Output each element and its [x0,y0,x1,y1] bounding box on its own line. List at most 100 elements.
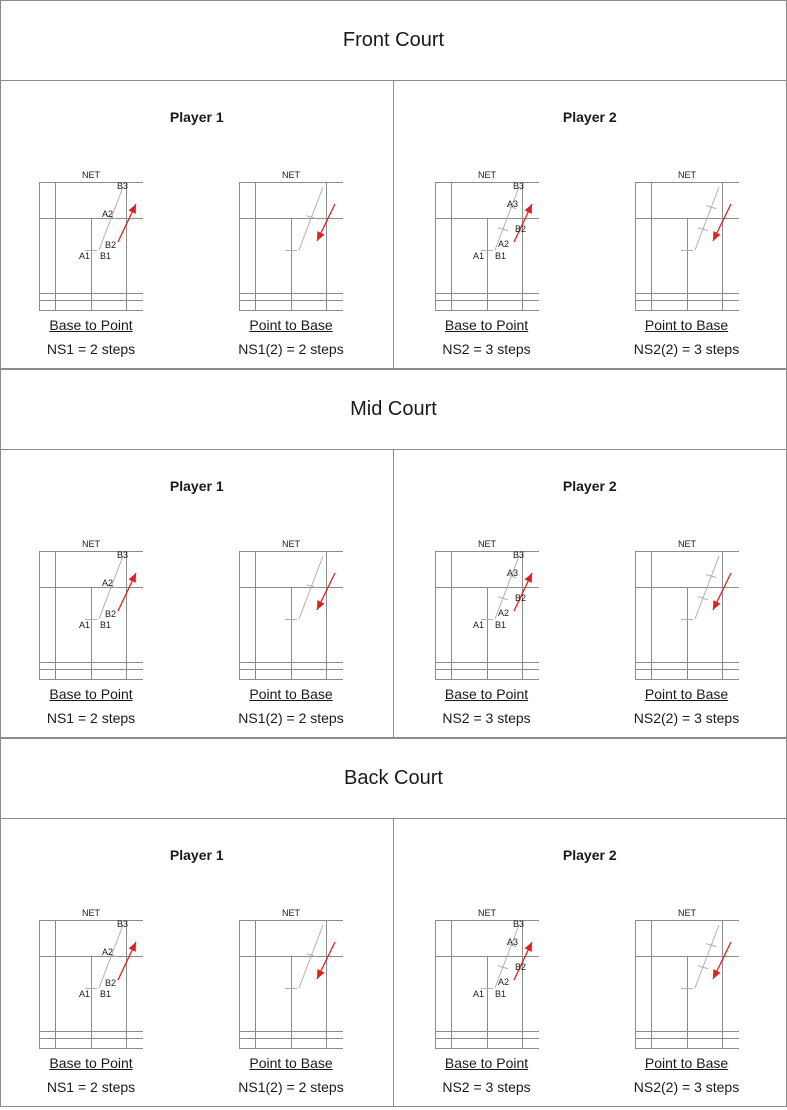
court-diagram: NET B3 A3 B2 A2 A1 B1 [399,167,539,317]
direction-arrow [117,203,137,243]
player-panel: Player 1 NET B3 A2 B2 A1 B1 Base to Point NS1 = … [1,819,394,1106]
step-mark-label: B3 [117,550,128,560]
step-count: NS1(2) = 2 steps [238,1079,344,1095]
diagram-label: Base to Point [444,317,529,333]
direction-arrow [711,203,732,242]
net-label: NET [678,539,697,549]
net-label: NET [282,539,301,549]
step-mark-label: A2 [102,947,113,957]
step-mark-label: B3 [117,919,128,929]
net-label: NET [678,908,697,918]
step-mark-label: A3 [507,199,518,209]
court-outline [434,182,539,311]
player-title: Player 1 [169,847,224,863]
court-diagram: NET B3 A3 B2 A2 A1 B1 [399,536,539,686]
direction-arrow [512,572,533,612]
step-mark-label: A2 [102,578,113,588]
net-label: NET [82,908,101,918]
direction-arrow [316,572,336,611]
player-title: Player 1 [169,109,224,125]
net-label: NET [478,908,497,918]
net-label: NET [478,170,497,180]
step-mark-label: B2 [105,978,116,988]
diagram-label: Point to Base [249,1055,333,1071]
step-mark-label: A2 [498,977,509,987]
step-mark-label: B2 [515,962,526,972]
step-count: NS1 = 2 steps [46,1079,136,1095]
court-outline [239,920,343,1049]
step-mark-label: B2 [105,240,116,250]
court-diagram: NET B3 A2 B2 A1 B1 [3,905,143,1055]
step-mark-label: B1 [495,251,506,261]
net-label: NET [82,539,101,549]
step-mark-label: B2 [105,609,116,619]
diagram-label: Base to Point [444,686,529,702]
court-outline [239,551,343,680]
step-mark-label: A2 [102,209,113,219]
step-mark-label: B2 [515,224,526,234]
player-panel: Player 2 NET B3 A3 B2 A2 A1 B1 Base to Point NS2 … [394,450,787,737]
net-label: NET [282,908,301,918]
court-diagram: NET [599,167,739,317]
movement-path [480,186,519,251]
direction-arrow [316,203,336,242]
movement-path [85,924,124,989]
movement-path [680,924,719,989]
court-diagram: NET [203,536,343,686]
diagram-label: Point to Base [644,317,729,333]
player-panel: Player 1 NET B3 A2 B2 A1 B1 Base to Point NS1 = … [1,450,394,737]
court-diagram: NET [203,167,343,317]
player-title: Player 2 [562,847,617,863]
direction-arrow [117,572,137,612]
movement-path [680,186,719,251]
step-count: NS1 = 2 steps [46,341,136,357]
court-diagram: NET B3 A2 B2 A1 B1 [3,536,143,686]
section-body: Player 1 NET B3 A2 B2 A1 B1 Base to Point NS1 = … [0,818,787,1107]
movement-path [85,186,124,251]
player-title: Player 2 [562,109,617,125]
step-count: NS1 = 2 steps [46,710,136,726]
section-title: Back Court [0,738,787,818]
court-outline [634,920,739,1049]
diagram-label: Base to Point [444,1055,529,1071]
court-outline [634,551,739,680]
step-mark-label: B3 [513,550,524,560]
step-count: NS1(2) = 2 steps [238,710,344,726]
step-mark-label: B1 [495,989,506,999]
court-outline [39,182,143,311]
court-outline [434,551,539,680]
step-mark-label: A3 [507,568,518,578]
player-title: Player 2 [562,478,617,494]
diagram-label: Point to Base [644,1055,729,1071]
step-mark-label: A1 [79,251,90,261]
movement-path [85,555,124,620]
movement-path [285,555,324,620]
step-mark-label: A2 [498,608,509,618]
step-mark-label: B1 [495,620,506,630]
step-count: NS2(2) = 3 steps [633,1079,740,1095]
step-mark-label: B3 [117,181,128,191]
diagram-label: Point to Base [644,686,729,702]
court-outline [39,551,143,680]
player-panel: Player 2 NET B3 A3 B2 A2 A1 B1 Base to Point NS2 … [394,81,787,368]
court-outline [39,920,143,1049]
step-count: NS2 = 3 steps [442,341,531,357]
direction-arrow [316,941,336,980]
net-label: NET [478,539,497,549]
direction-arrow [117,941,137,981]
net-label: NET [282,170,301,180]
diagram-label: Base to Point [49,317,133,333]
step-mark-label: A3 [507,937,518,947]
court-diagram: NET [599,905,739,1055]
step-mark-label: B1 [100,251,111,261]
step-mark-label: A1 [473,989,484,999]
movement-path [480,555,519,620]
section-body: Player 1 NET B3 A2 B2 A1 B1 Base to Point NS1 = … [0,80,787,369]
court-diagram: NET [203,905,343,1055]
step-mark-label: B3 [513,181,524,191]
section-title: Mid Court [0,369,787,449]
step-mark-label: A2 [498,239,509,249]
diagram-label: Point to Base [249,317,333,333]
court-outline [634,182,739,311]
